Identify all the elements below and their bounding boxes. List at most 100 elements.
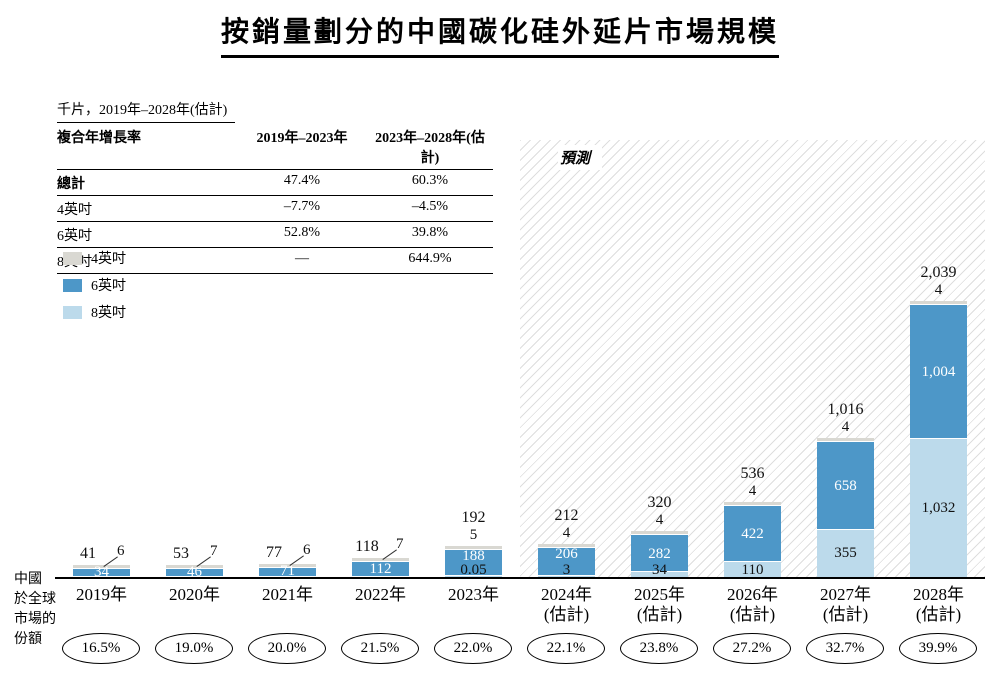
bar-segment-6inch bbox=[259, 567, 316, 577]
bar-value-6inch: 206 bbox=[555, 546, 578, 562]
cagr-cell: 總計 bbox=[57, 177, 85, 192]
cagr-cell: — bbox=[295, 251, 309, 266]
page-title: 按銷量劃分的中國碳化硅外延片市場規模 bbox=[220, 10, 779, 58]
legend-item: 8英吋 bbox=[63, 302, 126, 322]
bar-total-label: 41 bbox=[80, 545, 96, 562]
share-row: 16.5% 19.0% 20.0% 21.5% 22.0% 22.1% 23.8% 27.2%… bbox=[55, 633, 985, 667]
bar-value-6inch: 46 bbox=[187, 564, 202, 580]
bar-value-6inch: 188 bbox=[462, 548, 485, 565]
bar-segment-8inch bbox=[631, 572, 688, 577]
bar-group: 71 6 77 2021年 bbox=[241, 140, 334, 604]
share-ellipse: 22.0% bbox=[434, 633, 512, 664]
x-axis-label: 2027年 (估計) bbox=[820, 585, 871, 624]
bar-value-6inch: 34 bbox=[94, 564, 109, 580]
chart-area: 預測 34 6 41 2019年 46 7 53 2020年 71 6 77 2021年 112 7 118… bbox=[55, 140, 985, 624]
share-ellipse: 16.5% bbox=[62, 633, 140, 664]
bar-value-4inch: 4 bbox=[934, 282, 943, 299]
bar-group: 658 355 4 1,016 2027年 (估計) bbox=[799, 140, 892, 624]
cagr-cell: 6英吋 bbox=[57, 229, 92, 244]
bar-value-4inch: 5 bbox=[469, 527, 478, 544]
bar-group: 282 34 4 320 2025年 (估計) bbox=[613, 140, 706, 624]
bar-group: 34 6 41 2019年 bbox=[55, 140, 148, 604]
bar-value-8inch: 110 bbox=[741, 562, 764, 578]
x-axis-label: 2024年 (估計) bbox=[541, 585, 592, 624]
forecast-label: 預測 bbox=[558, 145, 603, 170]
cagr-table-row: 8英吋—644.9% bbox=[57, 248, 493, 274]
bar-segment-6inch bbox=[352, 562, 409, 577]
bar-total-label: 118 bbox=[355, 538, 379, 556]
bar-value-4inch: 7 bbox=[396, 536, 404, 553]
bar-total-label: 77 bbox=[266, 543, 282, 561]
share-ellipse: 23.8% bbox=[620, 633, 698, 664]
bar-segment-4inch bbox=[445, 546, 502, 551]
x-axis-label: 2023年 bbox=[448, 585, 499, 604]
bar-segment-8inch bbox=[817, 529, 874, 577]
bar-value-6inch: 71 bbox=[280, 563, 295, 580]
bar-value-4inch: 4 bbox=[841, 418, 850, 435]
share-ellipse: 19.0% bbox=[155, 633, 233, 664]
cagr-table-header: 複合年增長率 2019年–2023年 2023年–2028年(估計) bbox=[57, 124, 493, 170]
bar-value-6inch: 112 bbox=[369, 560, 392, 577]
bar-group: 206 3 4 212 2024年 (估計) bbox=[520, 140, 613, 624]
legend-item: 6英吋 bbox=[63, 275, 126, 295]
x-axis-label: 2022年 bbox=[355, 585, 406, 604]
cagr-table: 複合年增長率 2019年–2023年 2023年–2028年(估計) 總計 47.4% 6… bbox=[57, 124, 493, 274]
bar-group: 112 7 118 2022年 bbox=[334, 140, 427, 604]
bar-segment-4inch bbox=[73, 565, 130, 569]
legend-swatch-icon bbox=[63, 305, 82, 319]
bar-segment-4inch bbox=[166, 565, 223, 569]
cagr-table-row: 4英吋 –7.7% –4.5% bbox=[57, 196, 493, 222]
bar-segment-6inch bbox=[631, 534, 688, 573]
cagr-table-row: 6英吋 52.8% 39.8% bbox=[57, 222, 493, 248]
bar-segment-4inch bbox=[817, 437, 874, 442]
bar-segment-4inch bbox=[538, 544, 595, 548]
legend-label: 8英吋 bbox=[91, 306, 126, 321]
share-ellipse: 32.7% bbox=[806, 633, 884, 664]
cagr-header-cell: 2019年–2023年 bbox=[256, 131, 348, 146]
cagr-header-cell: 2023年–2028年(估計) bbox=[375, 131, 485, 166]
cagr-cell: 39.8% bbox=[411, 225, 449, 240]
bar-segment-4inch bbox=[259, 563, 316, 568]
bar-segment-8inch bbox=[910, 439, 967, 577]
x-axis-label: 2021年 bbox=[262, 585, 313, 604]
cagr-table-row: 總計 47.4% 60.3% bbox=[57, 170, 493, 196]
bar-segment-4inch bbox=[352, 558, 409, 563]
bar-value-4inch: 4 bbox=[748, 482, 757, 499]
bar-value-8inch: 1,032 bbox=[921, 500, 956, 517]
bar-segment-4inch bbox=[910, 301, 967, 306]
legend-swatch-icon bbox=[63, 251, 82, 265]
bar-total-label: 536 bbox=[740, 464, 765, 482]
cagr-cell: 4英吋 bbox=[57, 203, 92, 218]
cagr-cell: 47.4% bbox=[283, 173, 321, 188]
bar-segment-6inch bbox=[166, 569, 223, 577]
share-ellipse: 22.1% bbox=[527, 633, 605, 664]
bar-total-label: 53 bbox=[173, 545, 189, 562]
bar-segment-6inch bbox=[817, 441, 874, 530]
x-axis-label: 2025年 (估計) bbox=[634, 585, 685, 624]
bar-total-label: 1,016 bbox=[827, 400, 864, 418]
bar-group: 422 110 4 536 2026年 (估計) bbox=[706, 140, 799, 624]
unit-label: 千片，2019年–2028年(估計) bbox=[57, 99, 236, 123]
bar-group: 46 7 53 2020年 bbox=[148, 140, 241, 604]
legend: 4英吋 6英吋 8英吋 bbox=[63, 248, 126, 329]
bar-segment-8inch bbox=[538, 575, 595, 577]
bar-value-4inch: 7 bbox=[210, 543, 218, 559]
x-axis-label: 2026年 (估計) bbox=[727, 585, 778, 624]
title-wrap: 按銷量劃分的中國碳化硅外延片市場規模 bbox=[0, 10, 1000, 58]
bar-total-label: 192 bbox=[461, 509, 486, 527]
bar-segment-4inch bbox=[724, 501, 781, 506]
legend-swatch-icon bbox=[63, 278, 82, 292]
bar-value-6inch: 658 bbox=[834, 477, 857, 494]
bar-group: 1,004 1,032 4 2,039 2028年 (估計) bbox=[892, 140, 985, 624]
x-axis-label: 2028年 (估計) bbox=[913, 585, 964, 624]
share-ellipse: 39.9% bbox=[899, 633, 977, 664]
bar-value-8inch: 355 bbox=[834, 545, 857, 562]
bar-value-4inch: 4 bbox=[562, 525, 571, 541]
share-ellipse: 27.2% bbox=[713, 633, 791, 664]
bar-total-label: 212 bbox=[554, 507, 579, 524]
bar-segment-6inch bbox=[73, 569, 130, 577]
cagr-cell: 52.8% bbox=[283, 225, 321, 240]
bar-value-4inch: 4 bbox=[655, 511, 664, 528]
bar-value-4inch: 6 bbox=[303, 541, 311, 558]
